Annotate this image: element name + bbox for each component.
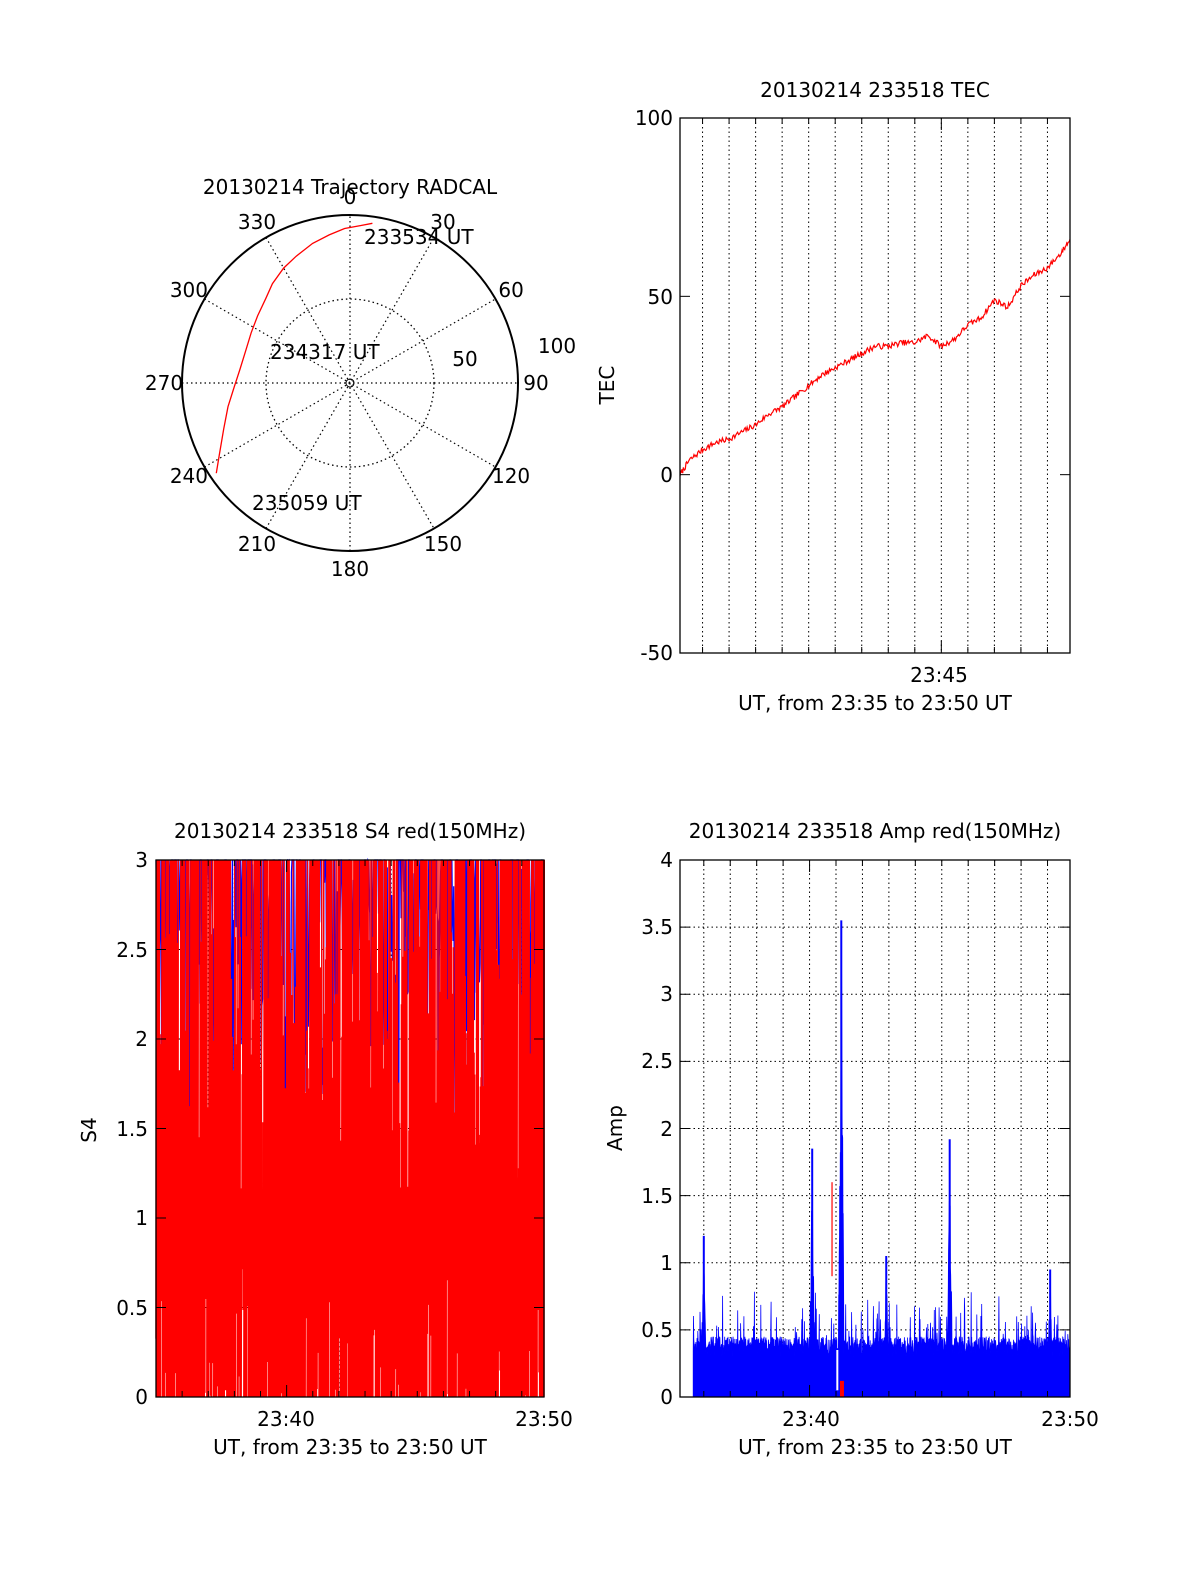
s4-ytick-1-5: 1.5	[116, 1117, 148, 1141]
tec-grid	[702, 118, 1048, 653]
polar-angle-label: 0	[344, 185, 357, 209]
s4-panel: 20130214 233518 S4 red(150MHz) 3 2.5 2 1…	[77, 819, 573, 1459]
polar-center-mark	[345, 378, 355, 388]
tec-ylabel: TEC	[595, 366, 619, 406]
tec-ytick-0: 0	[660, 463, 673, 487]
polar-spoke	[265, 237, 435, 529]
tec-xlabel: UT, from 23:35 to 23:50 UT	[738, 691, 1013, 715]
polar-angle-label: 60	[498, 278, 523, 302]
tec-xtick-2345: 23:45	[910, 663, 968, 687]
amp-ylabel: Amp	[603, 1105, 627, 1151]
s4-title: 20130214 233518 S4 red(150MHz)	[174, 819, 526, 843]
amp-ytick-2-5: 2.5	[641, 1049, 673, 1073]
polar-angle-label: 180	[331, 557, 369, 581]
s4-red-trace	[155, 859, 545, 1398]
polar-angle-labels: 0 30 60 90 120 150 180 210 240 270 300 330	[145, 185, 549, 581]
amp-xlabel: UT, from 23:35 to 23:50 UT	[738, 1435, 1013, 1459]
s4-xlabel: UT, from 23:35 to 23:50 UT	[213, 1435, 488, 1459]
amp-series	[692, 920, 1071, 1398]
s4-ytick-3: 3	[135, 848, 148, 872]
amp-red-trace	[839, 1380, 844, 1397]
amp-ytick-1-5: 1.5	[641, 1184, 673, 1208]
polar-angle-label: 210	[238, 532, 276, 556]
trajectory-start-label: 233534 UT	[364, 225, 474, 249]
s4-ytick-1: 1	[135, 1206, 148, 1230]
s4-ytick-2: 2	[135, 1027, 148, 1051]
tec-ytick-100: 100	[635, 106, 673, 130]
amp-ytick-1: 1	[660, 1251, 673, 1275]
amp-ytick-3-5: 3.5	[641, 915, 673, 939]
amp-ytick-3: 3	[660, 982, 673, 1006]
polar-angle-label: 300	[170, 278, 208, 302]
amp-panel: 20130214 233518 Amp red(150MHz) 4 3.5 3 …	[603, 819, 1099, 1459]
amp-ticks	[680, 859, 1070, 1398]
trajectory-mid-label: 234317 UT	[270, 340, 380, 364]
s4-xtick-2350: 23:50	[515, 1407, 573, 1431]
polar-angle-label: 150	[424, 532, 462, 556]
s4-series	[155, 857, 545, 1398]
amp-blue-trace	[692, 971, 1071, 1398]
trajectory-panel: 20130214 Trajectory RADCAL 0 30 60 90 120 150…	[145, 175, 576, 581]
tec-panel: 20130214 233518 TEC 100 50 0 -50 23:45 U…	[595, 78, 1071, 715]
polar-angle-label: 120	[492, 464, 530, 488]
trajectory-title: 20130214 Trajectory RADCAL	[203, 175, 498, 199]
amp-grid	[680, 860, 1070, 1397]
tec-ytick-50: 50	[648, 285, 673, 309]
polar-angle-label: 240	[170, 464, 208, 488]
trajectory-line	[215, 222, 373, 474]
polar-radial-label-50: 50	[452, 347, 477, 371]
tec-title: 20130214 233518 TEC	[760, 78, 990, 102]
polar-inner-circle	[265, 298, 435, 468]
s4-ytick-2-5: 2.5	[116, 938, 148, 962]
polar-angle-label: 90	[523, 371, 548, 395]
amp-xtick-2340: 23:40	[782, 1407, 840, 1431]
tec-ticks	[680, 117, 1070, 654]
amp-title: 20130214 233518 Amp red(150MHz)	[689, 819, 1061, 843]
amp-ytick-0-5: 0.5	[641, 1318, 673, 1342]
s4-xtick-2340: 23:40	[257, 1407, 315, 1431]
polar-radial-label-100: 100	[538, 334, 576, 358]
s4-ylabel: S4	[77, 1117, 101, 1142]
s4-ticks	[155, 859, 544, 1398]
s4-ytick-0-5: 0.5	[116, 1296, 148, 1320]
polar-grid	[182, 215, 518, 551]
polar-angle-label: 30	[430, 210, 455, 234]
amp-ytick-0: 0	[660, 1385, 673, 1409]
tec-plot-frame	[679, 117, 1071, 654]
tec-ytick-minus50: -50	[640, 641, 673, 665]
amp-xtick-2350: 23:50	[1041, 1407, 1099, 1431]
tec-series-line	[679, 239, 1071, 477]
trajectory-end-label: 235059 UT	[252, 491, 362, 515]
polar-angle-label: 330	[238, 210, 276, 234]
amp-ytick-4: 4	[660, 848, 673, 872]
s4-ytick-0: 0	[135, 1385, 148, 1409]
amp-ytick-2: 2	[660, 1117, 673, 1141]
polar-angle-label: 270	[145, 371, 183, 395]
polar-outer-circle	[181, 214, 519, 552]
